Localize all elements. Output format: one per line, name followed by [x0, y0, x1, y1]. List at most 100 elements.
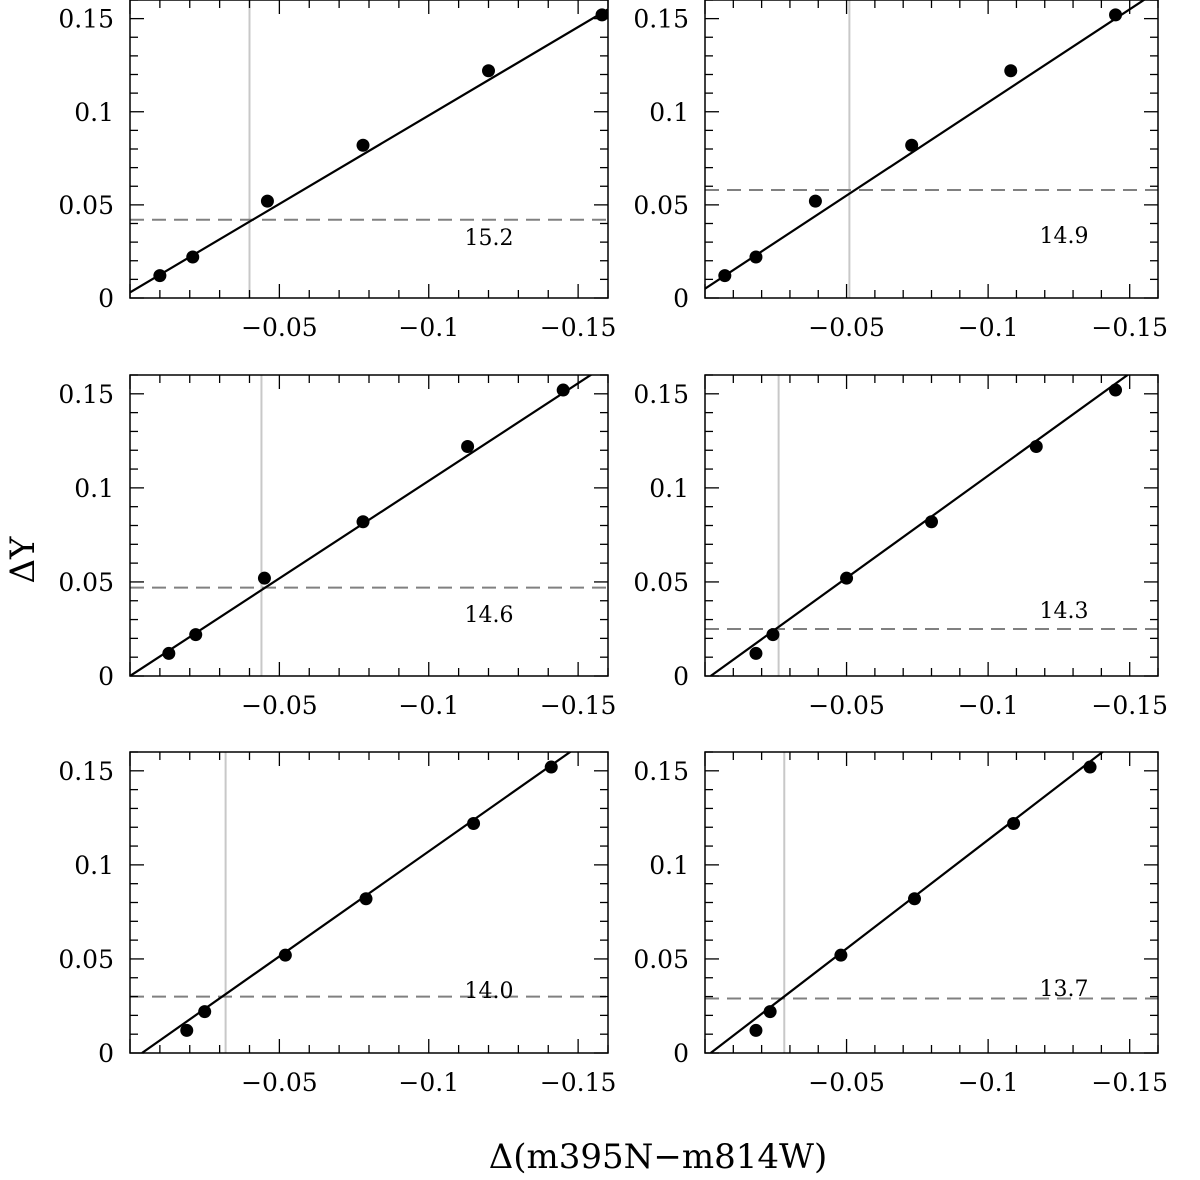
data-point	[1109, 383, 1123, 397]
x-tick-label: −0.1	[958, 313, 1019, 342]
plot-area	[705, 375, 1158, 676]
x-tick-label: −0.15	[540, 1068, 617, 1097]
data-point	[1007, 816, 1021, 830]
data-point	[162, 646, 176, 660]
y-tick-label: 0.15	[58, 5, 114, 34]
panel-frame	[704, 0, 1159, 299]
data-point	[180, 1023, 194, 1037]
y-tick-label: 0	[98, 662, 114, 691]
y-tick-label: 0.15	[58, 757, 114, 786]
x-tick-label: −0.15	[540, 691, 617, 720]
panel-frame	[129, 374, 609, 677]
x-tick-label: −0.15	[540, 313, 617, 342]
y-tick-label: 0	[673, 284, 689, 313]
data-point	[257, 571, 271, 585]
x-tick-label: −0.05	[241, 313, 318, 342]
data-point	[925, 515, 938, 529]
data-point	[749, 250, 763, 264]
y-tick-label: 0.15	[58, 380, 114, 409]
panel-label: 14.0	[465, 979, 514, 1004]
x-tick-label: −0.05	[808, 691, 885, 720]
data-point	[840, 571, 854, 585]
x-tick-label: −0.1	[398, 691, 459, 720]
data-point	[467, 816, 481, 830]
x-tick-label: −0.05	[808, 1068, 885, 1097]
data-point	[595, 8, 608, 22]
data-point	[153, 269, 167, 283]
data-point	[834, 948, 848, 962]
x-tick-label: −0.1	[958, 1068, 1019, 1097]
plot-area	[705, 0, 1158, 298]
x-tick-label: −0.05	[808, 313, 885, 342]
plot-area	[130, 752, 608, 1053]
y-tick-label: 0.15	[633, 380, 689, 409]
data-point	[482, 64, 495, 78]
fit-line	[705, 0, 1146, 290]
x-tick-label: −0.05	[241, 1068, 318, 1097]
panel-label: 14.3	[1040, 599, 1089, 624]
panel-label: 13.7	[1040, 977, 1089, 1002]
data-point	[278, 948, 292, 962]
y-tick-label: 0.05	[633, 568, 689, 597]
data-point	[808, 194, 822, 208]
panel-label: 14.9	[1040, 224, 1089, 249]
data-point	[718, 269, 732, 283]
x-tick-label: −0.1	[398, 313, 459, 342]
data-point	[260, 194, 274, 208]
x-tick-label: −0.15	[1091, 313, 1168, 342]
x-axis-title: Δ(m395N−m814W)	[489, 1137, 828, 1177]
panel-label: 14.6	[465, 603, 514, 628]
y-tick-label: 0.05	[58, 945, 114, 974]
y-tick-label: 0.05	[58, 191, 114, 220]
y-tick-label: 0.1	[649, 851, 689, 880]
x-tick-label: −0.15	[1091, 691, 1168, 720]
x-tick-label: −0.1	[398, 1068, 459, 1097]
y-tick-label: 0.05	[633, 945, 689, 974]
y-axis-title: ΔY	[3, 536, 43, 584]
y-tick-label: 0	[98, 1039, 114, 1068]
y-tick-label: 0	[98, 284, 114, 313]
y-tick-label: 0.1	[649, 474, 689, 503]
panel-label: 15.2	[465, 226, 514, 251]
data-point	[763, 1005, 777, 1019]
panel-6: −0.05 −0.1 −0.15 0 0.05 0.1 0.15 13.7	[633, 751, 1168, 1097]
x-tick-label: −0.1	[958, 691, 1019, 720]
data-point	[356, 138, 370, 152]
data-point	[908, 892, 922, 906]
y-tick-label: 0.1	[74, 851, 114, 880]
y-tick-label: 0.15	[633, 5, 689, 34]
plot-area	[705, 752, 1158, 1053]
data-point	[1029, 439, 1043, 453]
y-tick-label: 0.05	[633, 191, 689, 220]
y-tick-label: 0.1	[74, 474, 114, 503]
data-point	[186, 250, 200, 264]
fit-line	[130, 8, 608, 294]
y-tick-label: 0	[673, 662, 689, 691]
y-tick-label: 0.05	[58, 568, 114, 597]
data-point	[189, 628, 203, 642]
plot-area	[130, 0, 608, 298]
data-point	[1083, 760, 1097, 774]
panel-2: −0.05 −0.1 −0.15 0 0.05 0.1 0.15 14.9	[633, 0, 1168, 342]
x-tick-label: −0.05	[241, 691, 318, 720]
y-tick-label: 0	[673, 1039, 689, 1068]
data-point	[905, 138, 919, 152]
fit-line	[710, 375, 1130, 676]
data-point	[556, 383, 570, 397]
data-point	[1109, 8, 1123, 22]
y-tick-label: 0.15	[633, 757, 689, 786]
panel-3: −0.05 −0.1 −0.15 0 0.05 0.1 0.15 14.6	[58, 374, 617, 720]
data-point	[544, 760, 558, 774]
data-point	[1004, 64, 1018, 78]
y-tick-label: 0.1	[649, 98, 689, 127]
data-point	[749, 646, 763, 660]
y-tick-label: 0.1	[74, 98, 114, 127]
panel-5: −0.05 −0.1 −0.15 0 0.05 0.1 0.15 14.0	[58, 751, 617, 1097]
data-point	[356, 515, 370, 529]
data-point	[766, 628, 780, 642]
panel-4: −0.05 −0.1 −0.15 0 0.05 0.1 0.15 14.3	[633, 374, 1168, 720]
data-point	[461, 439, 475, 453]
panel-frame	[129, 0, 609, 299]
